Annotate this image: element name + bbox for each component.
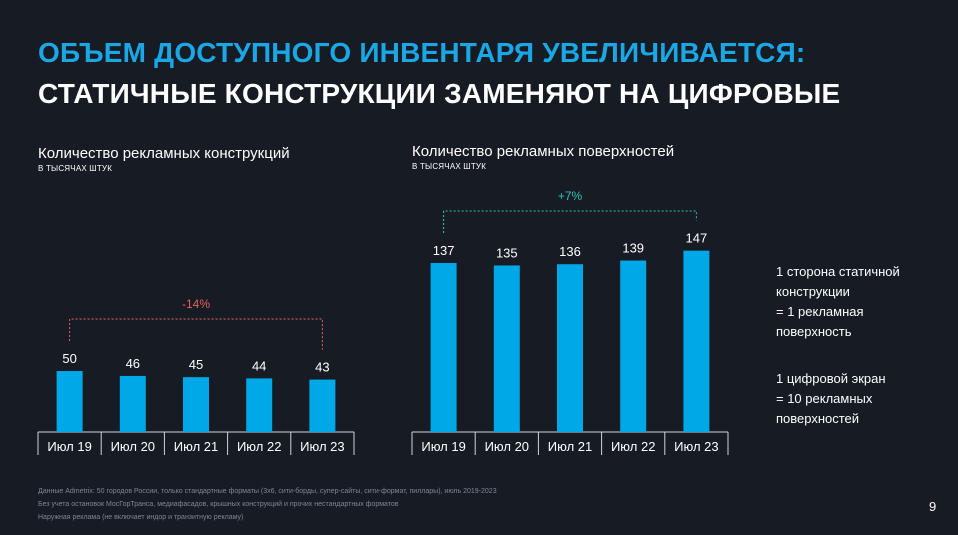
chart1-change-bracket bbox=[69, 318, 323, 350]
chart1-category-label: Июл 19 bbox=[47, 439, 91, 454]
chart1-data-label: 43 bbox=[315, 360, 329, 375]
note-digital-screen: 1 цифровой экран = 10 рекламных поверхно… bbox=[776, 371, 886, 426]
slide-title-line1: ОБЪЕМ ДОСТУПНОГО ИНВЕНТАРЯ УВЕЛИЧИВАЕТСЯ… bbox=[38, 37, 806, 68]
chart2-bar bbox=[557, 264, 583, 432]
chart2-title: Количество рекламных поверхностей bbox=[412, 143, 675, 160]
chart2-bar bbox=[430, 262, 457, 432]
chart2-data-label: 147 bbox=[686, 231, 708, 246]
chart1-data-label: 45 bbox=[189, 357, 203, 372]
chart2-category-label: Июл 19 bbox=[421, 439, 465, 454]
chart1-category-label: Июл 21 bbox=[174, 439, 218, 454]
chart1-subtitle: В ТЫСЯЧАХ ШТУК bbox=[38, 164, 113, 173]
chart2-category-label: Июл 22 bbox=[611, 439, 655, 454]
chart1-bar bbox=[183, 377, 209, 432]
chart1-data-label: 46 bbox=[126, 356, 140, 371]
chart1-data-label: 44 bbox=[252, 358, 266, 373]
chart1-category-label: Июл 23 bbox=[300, 439, 344, 454]
chart1-bar bbox=[56, 371, 83, 432]
chart2-bar bbox=[620, 260, 647, 432]
chart2-change-bracket bbox=[443, 210, 697, 233]
chart2-data-label: 136 bbox=[559, 244, 581, 259]
chart2-data-label: 137 bbox=[433, 243, 455, 258]
footnote-source: Данные Admetrix: 50 городов России, толь… bbox=[38, 488, 497, 495]
chart1-bar bbox=[119, 375, 146, 432]
chart2-category-label: Июл 23 bbox=[674, 439, 718, 454]
chart2-data-label: 135 bbox=[496, 245, 518, 260]
chart2-bar bbox=[493, 265, 520, 432]
chart2-category-label: Июл 20 bbox=[485, 439, 529, 454]
chart2-change-label: +7% bbox=[558, 189, 583, 203]
footnote-scope: Наружная реклама (не включает индор и тр… bbox=[38, 514, 244, 521]
chart2-bar bbox=[683, 250, 710, 432]
page-number: 9 bbox=[929, 499, 937, 514]
chart1-data-label: 50 bbox=[62, 351, 76, 366]
chart1-title: Количество рекламных конструкций bbox=[38, 145, 290, 162]
note-static-construction: 1 сторона статичной конструкции = 1 рекл… bbox=[776, 264, 900, 339]
chart1-category-label: Июл 22 bbox=[237, 439, 281, 454]
chart1-bar bbox=[246, 378, 273, 432]
chart1-change-label: -14% bbox=[182, 297, 210, 311]
chart2-subtitle: В ТЫСЯЧАХ ШТУК bbox=[412, 162, 487, 171]
slide-title-line2: СТАТИЧНЫЕ КОНСТРУКЦИИ ЗАМЕНЯЮТ НА ЦИФРОВ… bbox=[38, 78, 841, 109]
chart1-category-label: Июл 20 bbox=[111, 439, 155, 454]
chart2-data-label: 139 bbox=[622, 241, 644, 256]
chart2-category-label: Июл 21 bbox=[548, 439, 592, 454]
chart1-bar bbox=[309, 379, 336, 432]
footnote-exclusions: Без учета остановок МосГорТранса, медиаф… bbox=[38, 501, 399, 508]
